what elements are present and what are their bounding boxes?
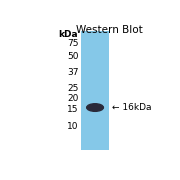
Text: 75: 75	[67, 39, 78, 48]
Text: 37: 37	[67, 68, 78, 77]
Bar	[81, 31, 109, 150]
Ellipse shape	[87, 104, 103, 111]
Text: kDa: kDa	[59, 30, 78, 39]
Text: 10: 10	[67, 122, 78, 131]
Text: Western Blot: Western Blot	[76, 25, 142, 35]
Text: 50: 50	[67, 52, 78, 61]
Text: 25: 25	[67, 84, 78, 93]
Text: 20: 20	[67, 94, 78, 103]
Text: 15: 15	[67, 105, 78, 114]
Text: ← 16kDa: ← 16kDa	[112, 103, 152, 112]
